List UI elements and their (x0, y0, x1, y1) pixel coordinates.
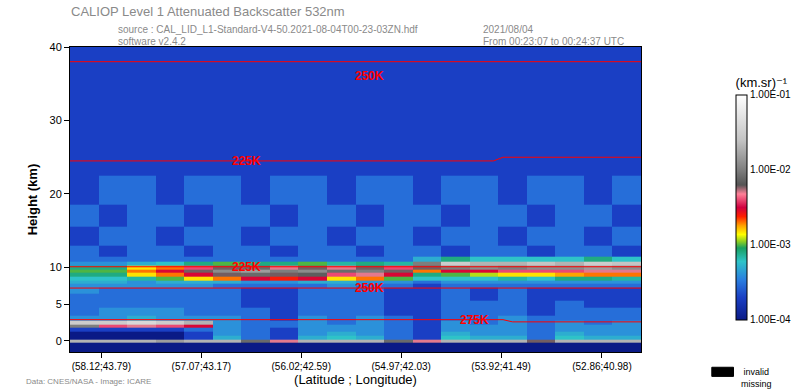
svg-text:5: 5 (56, 298, 62, 310)
svg-text:225K: 225K (232, 260, 261, 274)
svg-text:1.00E-04: 1.00E-04 (750, 314, 791, 325)
svg-text:10: 10 (50, 261, 62, 273)
svg-text:(54.97;42.03): (54.97;42.03) (371, 361, 431, 372)
svg-text:1.00E-03: 1.00E-03 (750, 239, 791, 250)
svg-text:software v2.4.2: software v2.4.2 (118, 36, 186, 47)
svg-text:20: 20 (50, 188, 62, 200)
svg-text:30: 30 (50, 114, 62, 126)
svg-text:CALIOP Level 1 Attenuated Back: CALIOP Level 1 Attenuated Backscatter 53… (71, 4, 345, 19)
svg-text:0: 0 (56, 335, 62, 347)
svg-text:40: 40 (50, 41, 62, 53)
svg-text:1.00E-02: 1.00E-02 (750, 164, 791, 175)
svg-text:(57.07;43.17): (57.07;43.17) (172, 361, 232, 372)
svg-text:(56.02;42.59): (56.02;42.59) (272, 361, 332, 372)
svg-text:(52.86;40.98): (52.86;40.98) (572, 361, 632, 372)
svg-text:225K: 225K (232, 154, 261, 168)
svg-text:2021/08/04: 2021/08/04 (483, 24, 533, 35)
svg-text:invalidmissing: invalidmissing (741, 367, 772, 389)
svg-text:275K: 275K (460, 313, 489, 327)
svg-text:(53.92;41.49): (53.92;41.49) (471, 361, 530, 372)
svg-text:source : CAL_LID_L1-Standard-V: source : CAL_LID_L1-Standard-V4-50.2021-… (118, 24, 418, 35)
svg-text:(Latitude ; Longitude): (Latitude ; Longitude) (294, 372, 417, 387)
svg-text:250K: 250K (355, 69, 384, 83)
svg-text:Height (km): Height (km) (25, 164, 40, 236)
svg-text:Data: CNES/NASA - Image: ICARE: Data: CNES/NASA - Image: ICARE (26, 377, 151, 386)
svg-text:250K: 250K (355, 281, 384, 295)
svg-text:(km.sr)⁻¹: (km.sr)⁻¹ (736, 75, 788, 90)
svg-text:1.00E-01: 1.00E-01 (750, 89, 791, 100)
svg-text:(58.12;43.79): (58.12;43.79) (72, 361, 131, 372)
svg-text:From 00:23:07 to 00:24:37 UTC: From 00:23:07 to 00:24:37 UTC (483, 36, 624, 47)
